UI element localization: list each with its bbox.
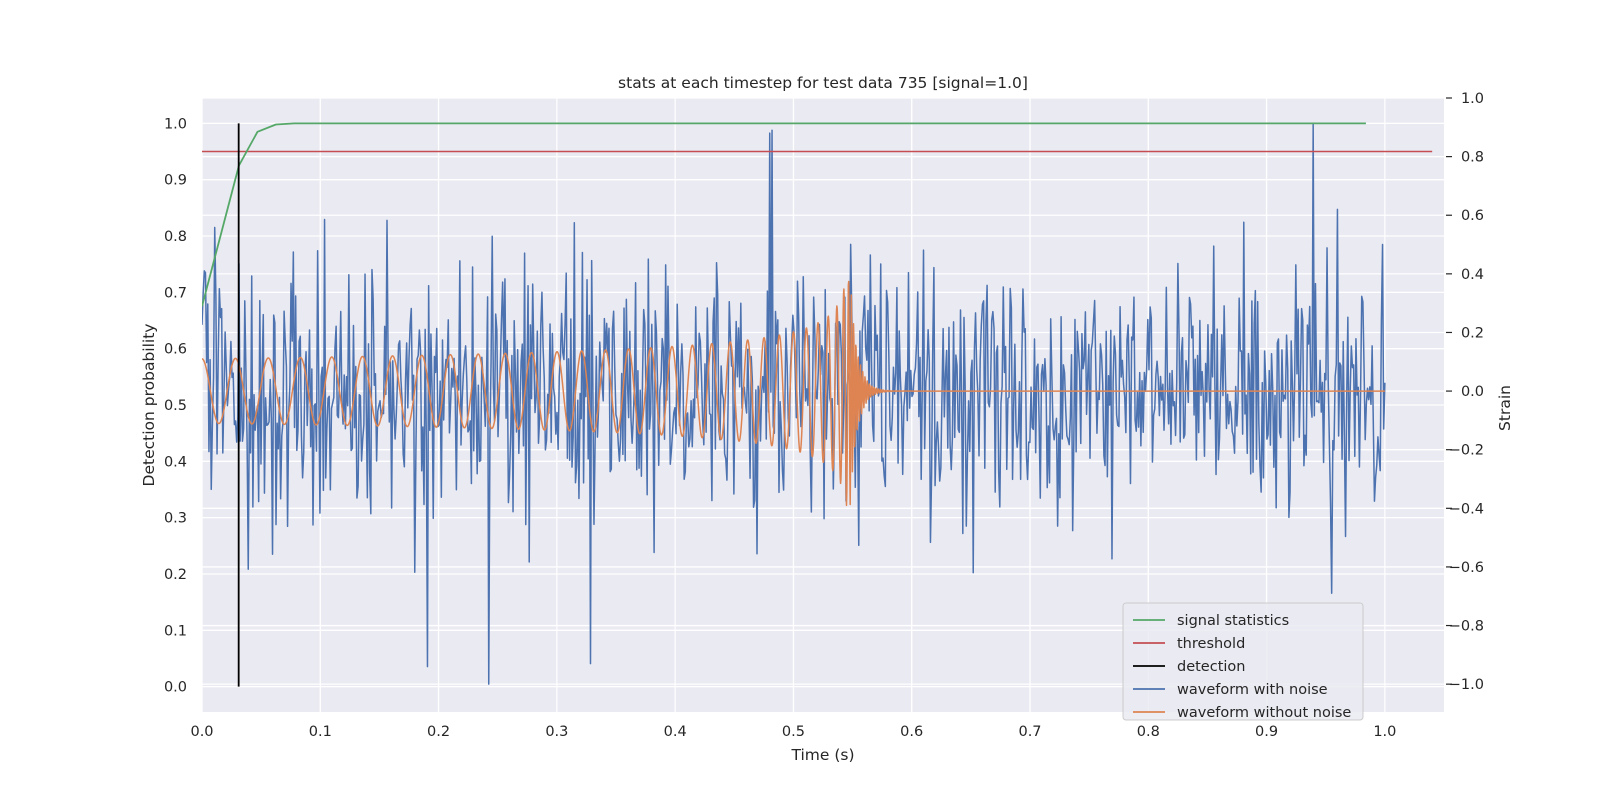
y-tick-label: 0.9 xyxy=(164,173,187,189)
x-tick-label: 0.2 xyxy=(427,724,450,740)
y-tick-label: 0.0 xyxy=(164,680,187,696)
y-tick-label: 0.7 xyxy=(164,285,187,301)
x-tick-label: 0.3 xyxy=(545,724,568,740)
x-axis: 0.0 0.1 0.2 0.3 0.4 0.5 0.6 0.7 0.8 0.9 1.0 xyxy=(190,724,1396,740)
y2-tick-label: −1.0 xyxy=(1449,677,1484,693)
y2-tick-label: −0.6 xyxy=(1449,560,1484,576)
x-tick-label: 0.5 xyxy=(782,724,805,740)
y-axis-left: 0.0 0.1 0.2 0.3 0.4 0.5 0.6 0.7 0.8 0.9 1.0 xyxy=(164,116,187,695)
y2-tick-label: 0.2 xyxy=(1461,325,1484,341)
legend-label: waveform with noise xyxy=(1177,682,1328,698)
series-waveform-with-noise xyxy=(202,123,1386,685)
y-tick-label: 1.0 xyxy=(164,116,187,132)
series-waveform-without-noise xyxy=(202,280,1386,507)
y-tick-label: 0.2 xyxy=(164,567,187,583)
y2-tick-label: 0.0 xyxy=(1461,384,1484,400)
series-signal-statistics xyxy=(202,122,1366,307)
y2-tick-label: −0.8 xyxy=(1449,619,1484,635)
y2-tick-label: −0.4 xyxy=(1449,501,1484,517)
y-axis-right: −1.0 −0.8 −0.6 −0.4 −0.2 0.0 0.2 0.4 0.6 0.8 1.0 xyxy=(1446,91,1484,693)
y-tick-label: 0.1 xyxy=(164,623,187,639)
x-tick-label: 0.4 xyxy=(664,724,687,740)
y-tick-label: 0.3 xyxy=(164,511,187,527)
y-tick-label: 0.6 xyxy=(164,342,187,358)
y-tick-label: 0.5 xyxy=(164,398,187,414)
legend: signal statistics threshold detection wavef… xyxy=(1122,602,1364,721)
x-tick-label: 0.7 xyxy=(1018,724,1041,740)
legend-frame xyxy=(1122,602,1364,721)
x-tick-label: 0.0 xyxy=(190,724,213,740)
y2-tick-label: 1.0 xyxy=(1461,91,1484,107)
x-axis-label: Time (s) xyxy=(790,746,854,764)
legend-label: signal statistics xyxy=(1177,613,1289,629)
y2-axis-label: Strain xyxy=(1496,385,1514,431)
legend-label: waveform without noise xyxy=(1177,705,1351,721)
x-tick-label: 0.6 xyxy=(900,724,923,740)
y2-tick-label: −0.2 xyxy=(1449,443,1484,459)
y2-tick-label: 0.4 xyxy=(1461,267,1484,283)
y2-tick-label: 0.6 xyxy=(1461,208,1484,224)
x-tick-label: 0.1 xyxy=(309,724,332,740)
x-tick-label: 0.9 xyxy=(1255,724,1278,740)
legend-label: detection xyxy=(1177,659,1245,675)
legend-label: threshold xyxy=(1177,636,1245,652)
chart-title: stats at each timestep for test data 735… xyxy=(618,74,1028,92)
y-tick-label: 0.8 xyxy=(164,229,187,245)
series-layer xyxy=(202,122,1433,687)
y-tick-label: 0.4 xyxy=(164,454,187,470)
x-tick-label: 1.0 xyxy=(1373,724,1396,740)
y2-tick-label: 0.8 xyxy=(1461,150,1484,166)
y-axis-label: Detection probability xyxy=(140,324,158,487)
x-tick-label: 0.8 xyxy=(1137,724,1160,740)
